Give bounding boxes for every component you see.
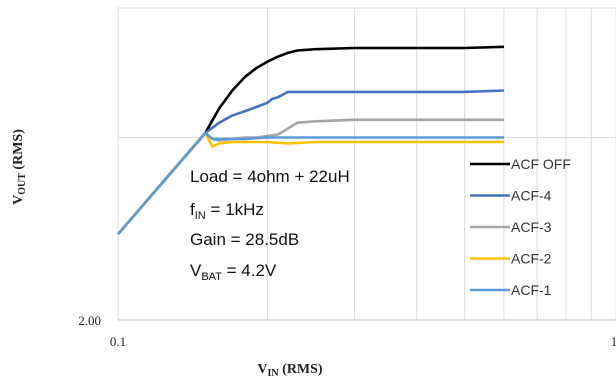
chart-legend: ACF OFF ACF-4 ACF-3 ACF-2 ACF-1: [470, 156, 571, 298]
series-line-4: [117, 131, 504, 236]
annotation-battery-voltage: VBAT = 4.2V: [190, 261, 277, 283]
series-line-5: [117, 131, 504, 236]
x-tick-label: 0.1: [110, 334, 126, 349]
legend-label: ACF-3: [511, 219, 552, 235]
legend-item: ACF-3: [470, 219, 552, 235]
chart-tick-labels: 0.1 1 2.00: [78, 313, 616, 349]
annotation-frequency: fIN = 1kHz: [190, 200, 264, 222]
chart-annotations: Load = 4ohm + 22uH fIN = 1kHz Gain = 28.…: [190, 167, 350, 283]
legend-item: ACF-1: [470, 282, 552, 298]
legend-label: ACF-2: [511, 251, 552, 267]
x-tick-label: 1: [611, 334, 616, 349]
annotation-load: Load = 4ohm + 22uH: [190, 167, 350, 186]
y-axis-title: VOUT (RMS): [11, 129, 28, 205]
legend-label: ACF OFF: [511, 156, 571, 172]
annotation-gain: Gain = 28.5dB: [190, 230, 299, 249]
series-line-2: [117, 89, 505, 236]
series-line-1: [117, 45, 505, 236]
legend-label: ACF-1: [511, 282, 552, 298]
legend-item: ACF-2: [470, 251, 552, 267]
legend-label: ACF-4: [511, 188, 552, 204]
legend-item: ACF OFF: [470, 156, 571, 172]
y-tick-label: 2.00: [78, 313, 101, 328]
x-axis-title: VIN (RMS): [257, 362, 323, 379]
legend-item: ACF-4: [470, 188, 552, 204]
chart-series-layer: [117, 45, 505, 236]
